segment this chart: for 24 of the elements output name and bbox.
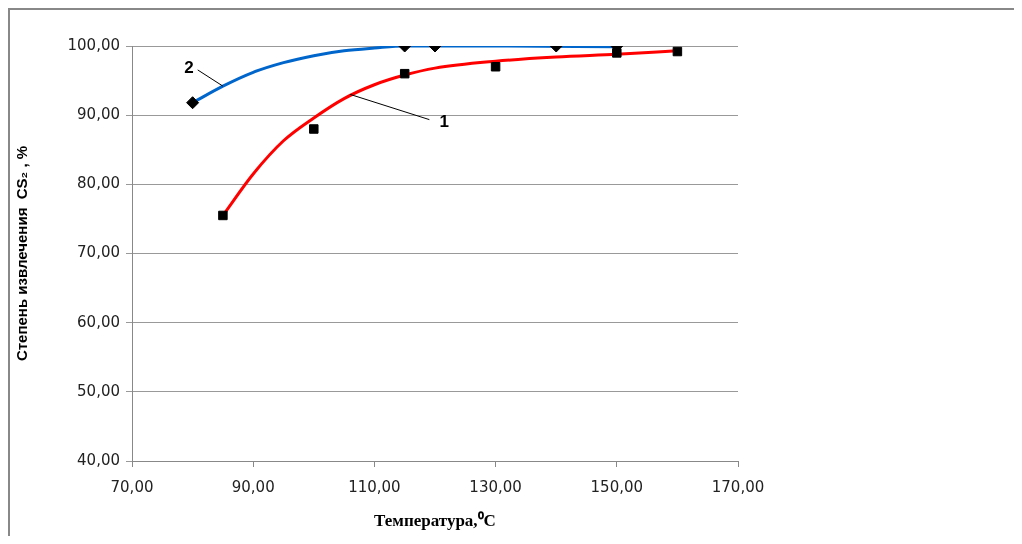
x-axis-title: Температура,⁰C — [374, 511, 496, 531]
x-tick-label: 70,00 — [110, 477, 154, 496]
x-tick-label: 110,00 — [348, 477, 401, 496]
point — [490, 62, 501, 72]
x-tick-label: 90,00 — [231, 477, 275, 496]
y-axis-title: Степень извлечения CS₂ , % — [13, 145, 31, 362]
x-tick-label: 130,00 — [469, 477, 522, 496]
point — [309, 124, 319, 134]
point — [612, 48, 622, 58]
point — [672, 46, 683, 57]
y-tick-label: 40,00 — [77, 450, 120, 469]
point — [218, 210, 228, 221]
y-tick-label: 90,00 — [77, 105, 120, 124]
y-tick-label: 60,00 — [77, 312, 120, 331]
annotation: 2 — [184, 57, 194, 77]
x-tick-label: 150,00 — [590, 477, 644, 496]
x-tick-label: 170,00 — [711, 477, 765, 496]
y-tick-label: 50,00 — [77, 381, 120, 400]
point — [399, 68, 410, 79]
y-tick-label: 100,00 — [67, 35, 120, 54]
y-tick-label: 80,00 — [77, 174, 120, 193]
annotation: 1 — [439, 112, 449, 132]
y-tick-label: 70,00 — [77, 243, 120, 262]
point — [186, 96, 200, 110]
